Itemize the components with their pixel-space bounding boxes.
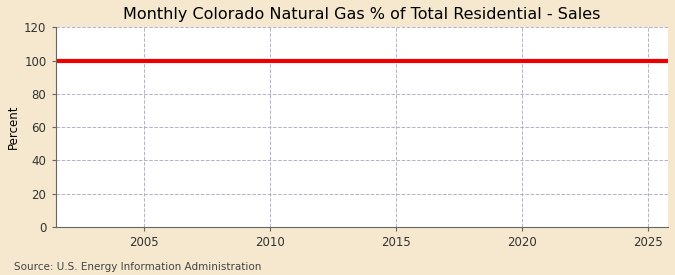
Title: Monthly Colorado Natural Gas % of Total Residential - Sales: Monthly Colorado Natural Gas % of Total …: [123, 7, 601, 22]
Text: Source: U.S. Energy Information Administration: Source: U.S. Energy Information Administ…: [14, 262, 261, 272]
Y-axis label: Percent: Percent: [7, 105, 20, 149]
